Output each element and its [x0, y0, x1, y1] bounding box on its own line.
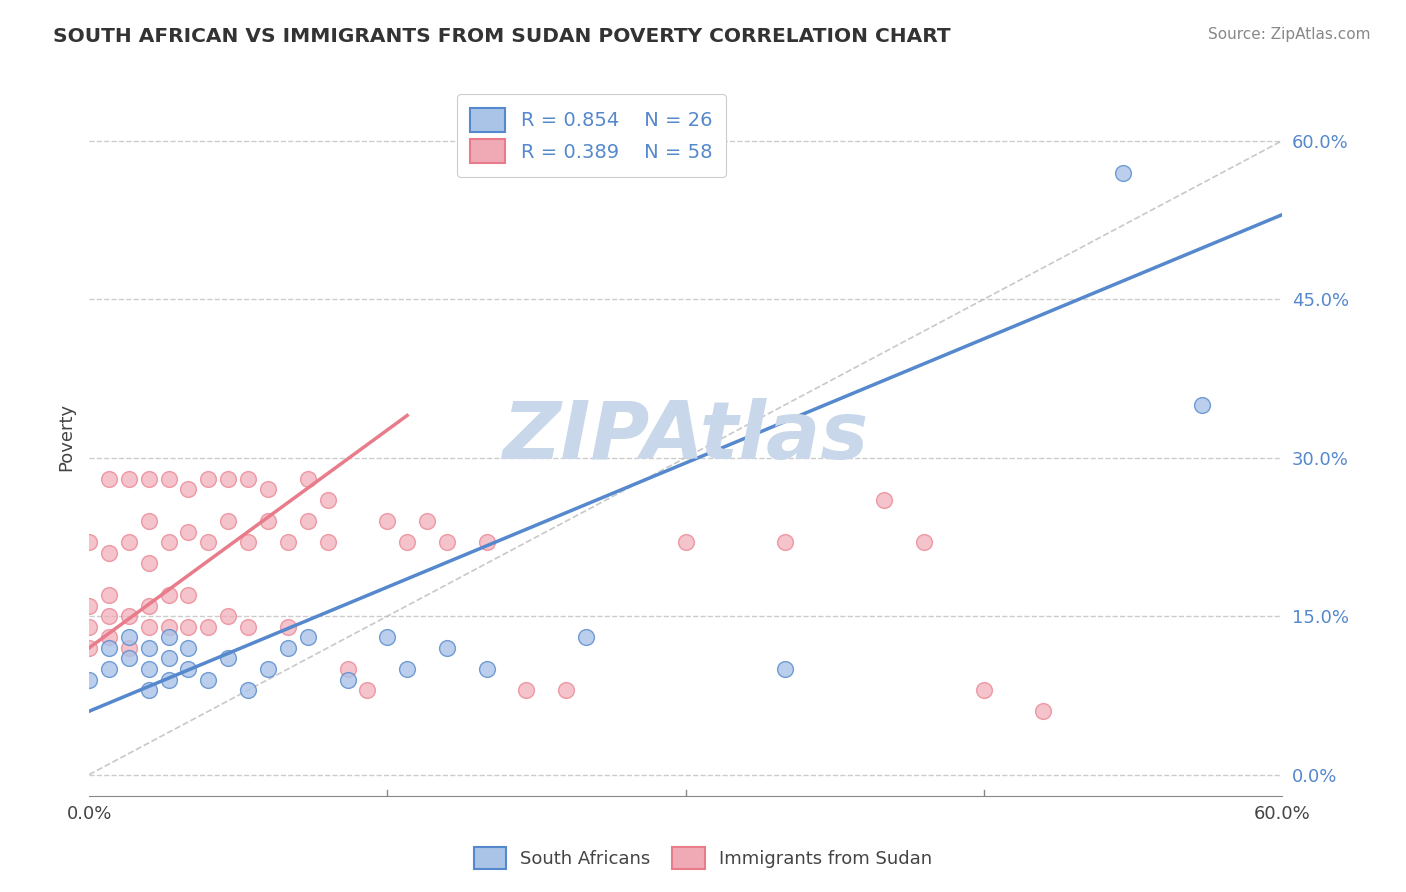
Point	[475, 662, 498, 676]
Point	[1191, 398, 1213, 412]
Point	[138, 683, 160, 698]
Point	[217, 514, 239, 528]
Point	[1112, 165, 1135, 179]
Point	[236, 683, 259, 698]
Point	[157, 535, 180, 549]
Point	[197, 620, 219, 634]
Point	[217, 651, 239, 665]
Point	[475, 535, 498, 549]
Point	[197, 472, 219, 486]
Text: SOUTH AFRICAN VS IMMIGRANTS FROM SUDAN POVERTY CORRELATION CHART: SOUTH AFRICAN VS IMMIGRANTS FROM SUDAN P…	[53, 27, 950, 45]
Point	[118, 609, 141, 624]
Point	[157, 651, 180, 665]
Point	[177, 483, 200, 497]
Point	[297, 630, 319, 644]
Point	[375, 630, 398, 644]
Point	[138, 662, 160, 676]
Point	[118, 535, 141, 549]
Point	[97, 588, 120, 602]
Point	[515, 683, 537, 698]
Point	[773, 662, 796, 676]
Point	[157, 630, 180, 644]
Point	[555, 683, 578, 698]
Point	[973, 683, 995, 698]
Point	[675, 535, 697, 549]
Legend: R = 0.854    N = 26, R = 0.389    N = 58: R = 0.854 N = 26, R = 0.389 N = 58	[457, 95, 725, 177]
Point	[97, 609, 120, 624]
Point	[157, 472, 180, 486]
Point	[197, 535, 219, 549]
Point	[217, 472, 239, 486]
Point	[138, 599, 160, 613]
Text: ZIPAtlas: ZIPAtlas	[502, 398, 869, 475]
Point	[217, 609, 239, 624]
Point	[138, 472, 160, 486]
Point	[118, 630, 141, 644]
Point	[316, 493, 339, 508]
Point	[97, 472, 120, 486]
Point	[336, 662, 359, 676]
Point	[77, 640, 100, 655]
Point	[236, 472, 259, 486]
Point	[277, 535, 299, 549]
Point	[773, 535, 796, 549]
Point	[157, 588, 180, 602]
Point	[375, 514, 398, 528]
Text: Source: ZipAtlas.com: Source: ZipAtlas.com	[1208, 27, 1371, 42]
Point	[177, 620, 200, 634]
Point	[138, 514, 160, 528]
Point	[77, 599, 100, 613]
Point	[157, 620, 180, 634]
Point	[97, 662, 120, 676]
Point	[97, 640, 120, 655]
Point	[77, 535, 100, 549]
Point	[277, 620, 299, 634]
Point	[77, 673, 100, 687]
Point	[1032, 704, 1054, 718]
Y-axis label: Poverty: Poverty	[58, 402, 75, 471]
Point	[118, 651, 141, 665]
Point	[197, 673, 219, 687]
Point	[257, 514, 280, 528]
Point	[236, 535, 259, 549]
Point	[97, 630, 120, 644]
Point	[77, 620, 100, 634]
Point	[297, 472, 319, 486]
Point	[912, 535, 935, 549]
Point	[236, 620, 259, 634]
Point	[416, 514, 439, 528]
Point	[257, 483, 280, 497]
Point	[138, 620, 160, 634]
Point	[97, 546, 120, 560]
Point	[157, 673, 180, 687]
Point	[138, 640, 160, 655]
Point	[118, 640, 141, 655]
Point	[436, 640, 458, 655]
Point	[297, 514, 319, 528]
Point	[575, 630, 598, 644]
Point	[177, 640, 200, 655]
Point	[257, 662, 280, 676]
Point	[177, 588, 200, 602]
Point	[118, 472, 141, 486]
Point	[138, 557, 160, 571]
Point	[396, 535, 419, 549]
Point	[436, 535, 458, 549]
Point	[277, 640, 299, 655]
Point	[177, 662, 200, 676]
Legend: South Africans, Immigrants from Sudan: South Africans, Immigrants from Sudan	[464, 838, 942, 879]
Point	[336, 673, 359, 687]
Point	[396, 662, 419, 676]
Point	[356, 683, 378, 698]
Point	[316, 535, 339, 549]
Point	[177, 524, 200, 539]
Point	[873, 493, 896, 508]
